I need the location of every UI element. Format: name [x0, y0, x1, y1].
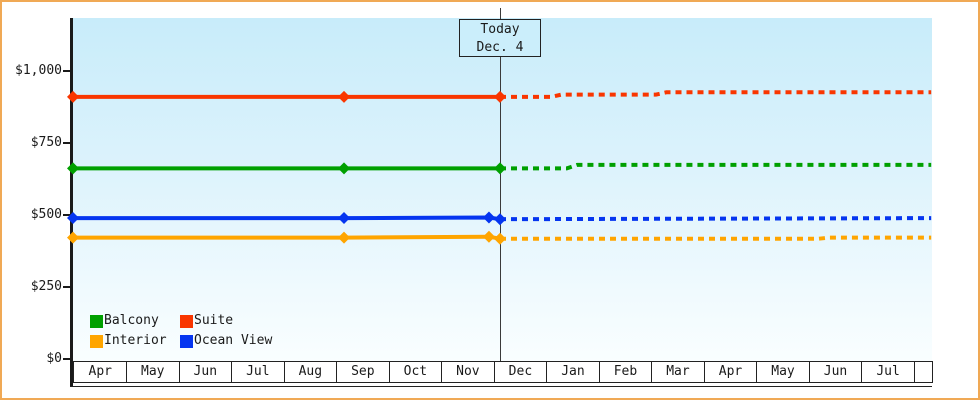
month-separator — [703, 362, 705, 382]
month-separator — [546, 362, 548, 382]
y-tick-label: $250 — [30, 278, 62, 294]
y-axis-line — [70, 18, 73, 386]
legend-item: Interior — [90, 331, 180, 351]
legend-swatch-icon — [90, 334, 103, 348]
y-tick-mark — [63, 285, 71, 288]
legend-item: Suite — [180, 311, 272, 331]
legend-label: Balcony — [104, 313, 159, 328]
month-label: Aug — [298, 364, 323, 379]
legend-item: Balcony — [90, 311, 180, 331]
month-label: Jun — [193, 364, 218, 379]
y-tick-label: $0 — [46, 350, 62, 366]
month-separator — [861, 362, 863, 382]
y-tick-mark — [63, 213, 71, 216]
legend-swatch-icon — [90, 314, 103, 328]
today-date: Dec. 4 — [476, 40, 524, 55]
month-label: May — [141, 364, 165, 379]
month-label: Mar — [666, 364, 690, 379]
month-label: May — [771, 364, 795, 379]
today-line — [500, 8, 501, 361]
month-separator — [336, 362, 338, 382]
x-axis-baseline — [70, 386, 932, 387]
month-separator — [598, 362, 600, 382]
month-separator — [493, 362, 495, 382]
month-label: Apr — [718, 364, 743, 379]
y-tick-label: $1,000 — [15, 63, 62, 79]
y-tick-label: $750 — [30, 135, 62, 151]
y-tick-label: $500 — [30, 206, 62, 222]
month-label: Jul — [246, 364, 270, 379]
today-box: Today Dec. 4 — [459, 19, 541, 57]
month-label: Jun — [823, 364, 848, 379]
legend-label: Interior — [104, 333, 167, 348]
month-separator — [913, 362, 915, 382]
month-label: Nov — [456, 364, 480, 379]
legend-label: Ocean View — [194, 333, 273, 348]
month-label: Feb — [613, 364, 638, 379]
y-tick-mark — [63, 357, 71, 360]
month-separator — [756, 362, 758, 382]
month-separator — [388, 362, 390, 382]
month-label: Jul — [876, 364, 900, 379]
today-label: Today — [480, 22, 520, 37]
y-tick-mark — [63, 142, 71, 145]
month-separator — [283, 362, 285, 382]
plot-area — [73, 18, 932, 361]
legend: Balcony Suite Interior Ocean View — [90, 311, 272, 351]
month-label: Dec — [508, 364, 533, 379]
x-axis-month-strip: Apr May Jun Jul Aug Sep Oct Nov Dec Jan Feb Mar Apr M… — [73, 361, 933, 383]
month-label: Jan — [561, 364, 585, 379]
month-separator — [126, 362, 128, 382]
month-separator — [231, 362, 233, 382]
month-separator — [808, 362, 810, 382]
legend-label: Suite — [194, 313, 234, 328]
month-label: Oct — [403, 364, 428, 379]
month-separator — [178, 362, 180, 382]
month-label: Apr — [88, 364, 112, 379]
y-tick-mark — [63, 70, 71, 73]
month-separator — [651, 362, 653, 382]
legend-item: Ocean View — [180, 331, 272, 351]
legend-swatch-icon — [180, 334, 193, 348]
month-label: Sep — [351, 364, 375, 379]
month-separator — [441, 362, 443, 382]
legend-swatch-icon — [180, 314, 193, 328]
